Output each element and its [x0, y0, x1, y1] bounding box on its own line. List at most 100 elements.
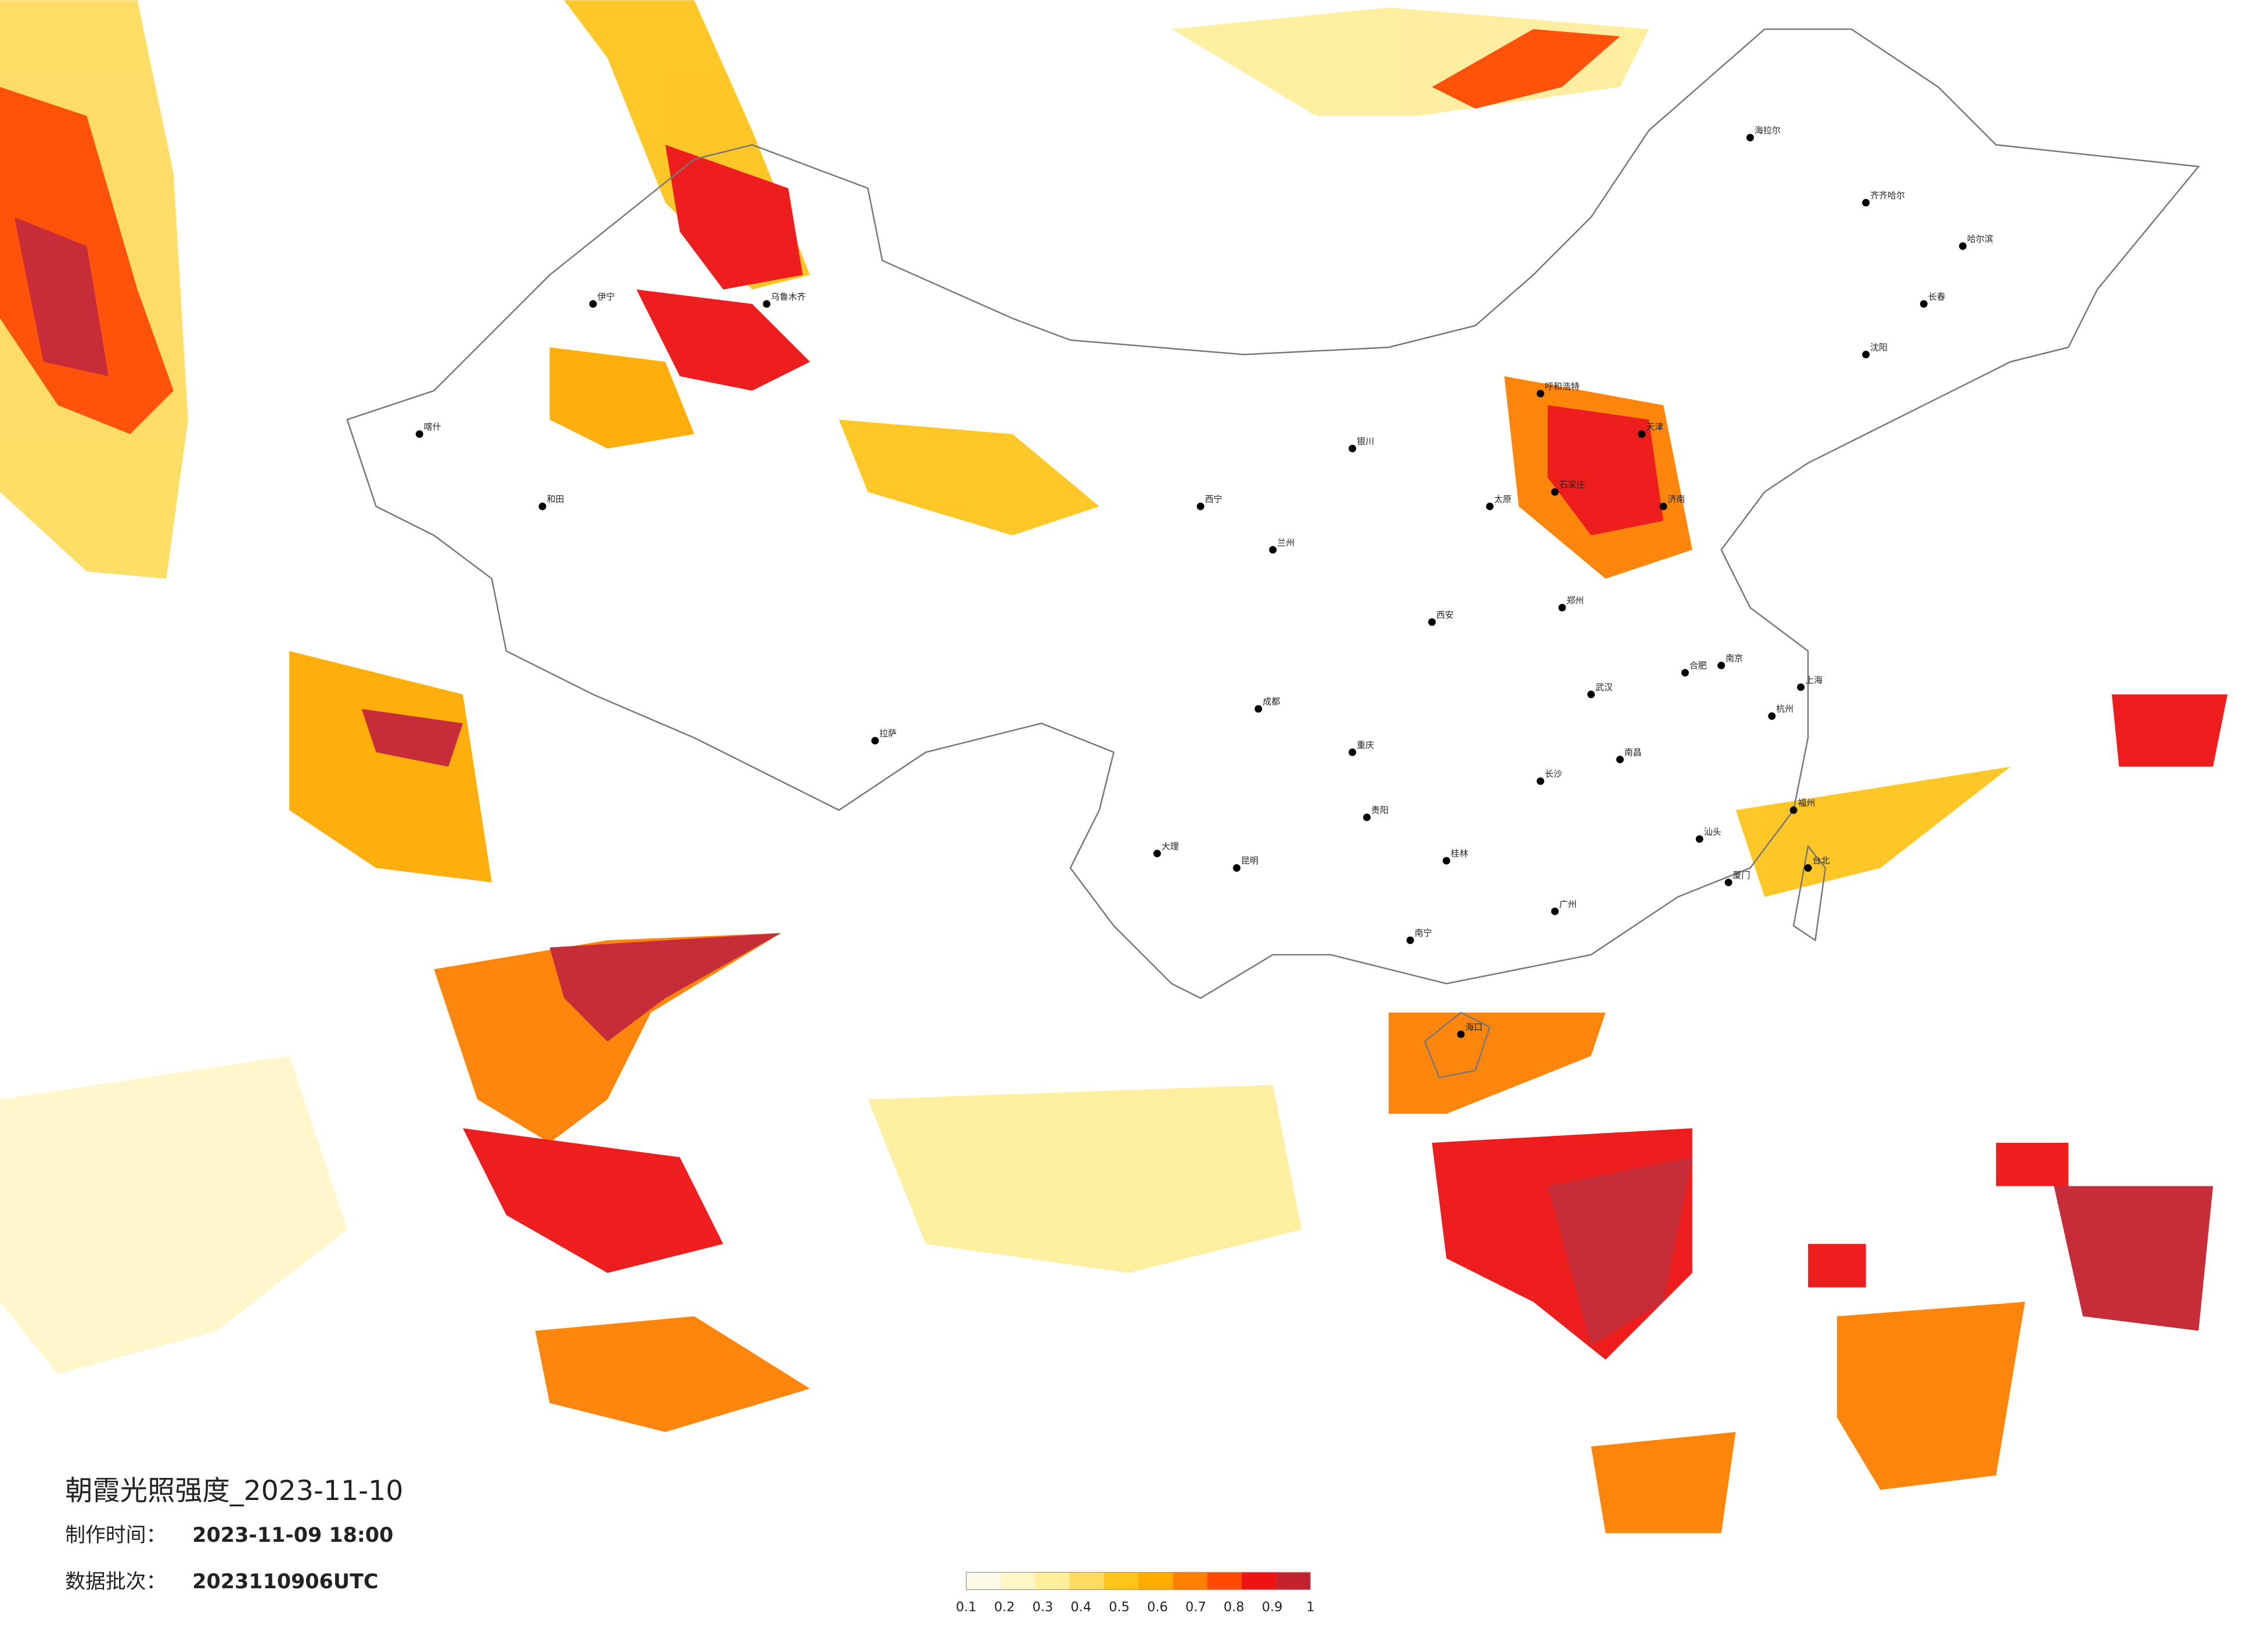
- heat-area: [462, 1128, 724, 1273]
- made-label: 制作时间：: [65, 1524, 166, 1547]
- city-label: 海口: [1465, 1022, 1483, 1033]
- city-label: 成都: [1263, 696, 1280, 707]
- city-dot: [1153, 850, 1161, 858]
- city-dot: [1406, 936, 1414, 944]
- city-dot: [1269, 546, 1277, 554]
- city-label: 广州: [1559, 899, 1577, 909]
- city-label: 西安: [1436, 610, 1454, 620]
- city-label: 厦门: [1733, 870, 1751, 880]
- colorbar-tick-label: 0.8: [1224, 1600, 1245, 1615]
- city-dot: [1920, 300, 1928, 308]
- heat-area: [1388, 1012, 1606, 1114]
- heat-area: [1836, 1301, 2025, 1490]
- city-dot: [1536, 777, 1544, 785]
- heat-area: [549, 347, 695, 449]
- heat-area: [1547, 405, 1663, 535]
- city-dot: [1349, 748, 1357, 756]
- city-dot: [1616, 756, 1624, 764]
- city-label: 桂林: [1451, 848, 1468, 859]
- city-dot: [415, 430, 423, 438]
- city-label: 南昌: [1624, 747, 1642, 757]
- heat-area: [868, 1085, 1302, 1273]
- city-label: 伊宁: [598, 292, 615, 302]
- city-dot: [1196, 502, 1205, 510]
- city-dot: [763, 300, 771, 308]
- colorbar-cell: [1173, 1572, 1207, 1590]
- city-label: 西宁: [1205, 494, 1223, 505]
- city-label: 兰州: [1277, 537, 1295, 548]
- colorbar-tick-label: 1: [1306, 1600, 1314, 1615]
- colorbar-tick-label: 0.5: [1109, 1600, 1130, 1615]
- heat-area: [665, 145, 803, 290]
- city-dot: [871, 737, 879, 744]
- heat-area: [535, 1316, 810, 1432]
- colorbar-frame: [965, 1571, 1311, 1590]
- heat-field: [0, 0, 2228, 1534]
- city-label: 贵阳: [1371, 805, 1389, 815]
- heat-area: [289, 651, 492, 883]
- heat-area: [0, 1056, 347, 1375]
- heat-area: [1808, 694, 2228, 1287]
- city-dot: [1536, 390, 1544, 398]
- city-dot: [1442, 857, 1450, 865]
- city-dot: [1363, 813, 1371, 821]
- city-dot: [1695, 835, 1703, 843]
- heat-area: [2054, 1186, 2213, 1331]
- colorbar-cell: [1035, 1572, 1070, 1590]
- city-label: 汕头: [1704, 826, 1721, 837]
- city-label: 和田: [547, 494, 564, 505]
- heat-area: [14, 217, 109, 376]
- city-label: 银川: [1357, 436, 1374, 447]
- city-label: 大理: [1162, 841, 1179, 851]
- batch: 2023110906UTC: [192, 1570, 378, 1593]
- city-label: 合肥: [1690, 660, 1707, 671]
- city-label: 上海: [1805, 675, 1823, 685]
- city-dot: [1959, 242, 1967, 250]
- city-dot: [1804, 864, 1812, 872]
- batch-label: 数据批次：: [65, 1570, 166, 1593]
- city-label: 武汉: [1595, 682, 1613, 692]
- city-dot: [1587, 690, 1595, 699]
- heat-area: [549, 933, 781, 1042]
- city-dot: [1681, 668, 1689, 677]
- heat-area: [361, 708, 463, 767]
- country-border: [346, 28, 2200, 999]
- city-label: 海拉尔: [1755, 125, 1781, 135]
- city-label: 齐齐哈尔: [1870, 190, 1905, 201]
- city-label: 长春: [1928, 292, 1946, 302]
- colorbar-cell: [966, 1572, 1001, 1590]
- city-dot: [1862, 199, 1870, 207]
- colorbar-cell: [1069, 1572, 1104, 1590]
- city-label: 杭州: [1776, 704, 1793, 714]
- colorbar-cell: [1276, 1572, 1311, 1590]
- city-dot: [1486, 502, 1494, 510]
- city-label: 南宁: [1415, 928, 1432, 938]
- city-label: 乌鲁木齐: [771, 292, 806, 302]
- colorbar-tick-label: 0.4: [1070, 1600, 1091, 1615]
- city-dot: [1558, 603, 1566, 611]
- city-dot: [1428, 618, 1436, 626]
- colorbar-tick-label: 0.7: [1185, 1600, 1206, 1615]
- colorbar-tick-label: 0.9: [1262, 1600, 1283, 1615]
- city-label: 昆明: [1241, 855, 1259, 866]
- heat-area: [1547, 1157, 1692, 1346]
- city-label: 台北: [1813, 855, 1830, 866]
- city-dot: [1638, 430, 1646, 438]
- city-dot: [589, 300, 597, 308]
- city-label: 呼和浩特: [1545, 381, 1580, 391]
- colorbar: 0.1 0.2 0.3 0.4 0.5 0.6 0.7 0.8 0.9 1: [956, 1571, 1314, 1615]
- city-label: 拉萨: [879, 728, 897, 739]
- heat-area: [1432, 29, 1620, 109]
- city-label: 太原: [1494, 494, 1512, 505]
- colorbar-cell: [1138, 1572, 1173, 1590]
- city-dot: [1797, 683, 1805, 691]
- city-label: 重庆: [1357, 740, 1374, 750]
- colorbar-tick-label: 0.1: [956, 1600, 977, 1615]
- heat-area: [636, 289, 810, 391]
- city-dot: [1255, 705, 1263, 713]
- made-time: 2023-11-09 18:00: [192, 1524, 393, 1547]
- city-label: 天津: [1646, 422, 1663, 432]
- city-dot: [1457, 1030, 1465, 1038]
